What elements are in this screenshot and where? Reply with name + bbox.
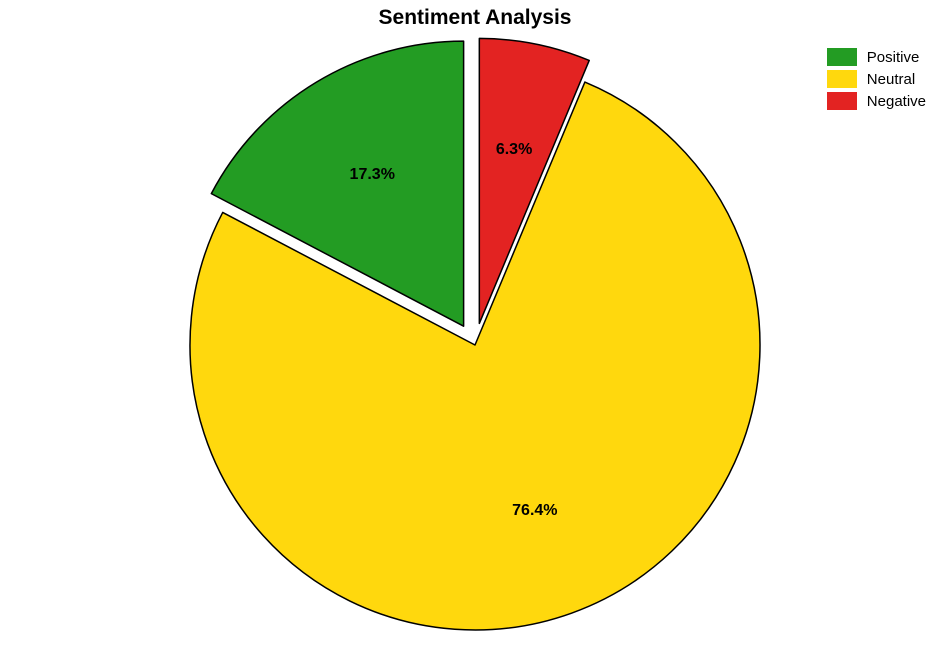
legend-item-neutral: Neutral <box>827 70 926 88</box>
legend-label: Positive <box>867 49 920 66</box>
sentiment-pie-chart: Sentiment Analysis 17.3%76.4%6.3% Positi… <box>0 0 950 662</box>
legend-swatch <box>827 48 857 66</box>
legend-swatch <box>827 70 857 88</box>
legend-label: Negative <box>867 93 926 110</box>
legend-item-positive: Positive <box>827 48 926 66</box>
pie-svg <box>0 0 950 662</box>
legend: Positive Neutral Negative <box>827 48 926 114</box>
slice-label-positive: 17.3% <box>350 166 395 184</box>
legend-item-negative: Negative <box>827 92 926 110</box>
slice-label-negative: 6.3% <box>496 141 532 159</box>
slice-label-neutral: 76.4% <box>512 502 557 520</box>
legend-label: Neutral <box>867 71 915 88</box>
legend-swatch <box>827 92 857 110</box>
